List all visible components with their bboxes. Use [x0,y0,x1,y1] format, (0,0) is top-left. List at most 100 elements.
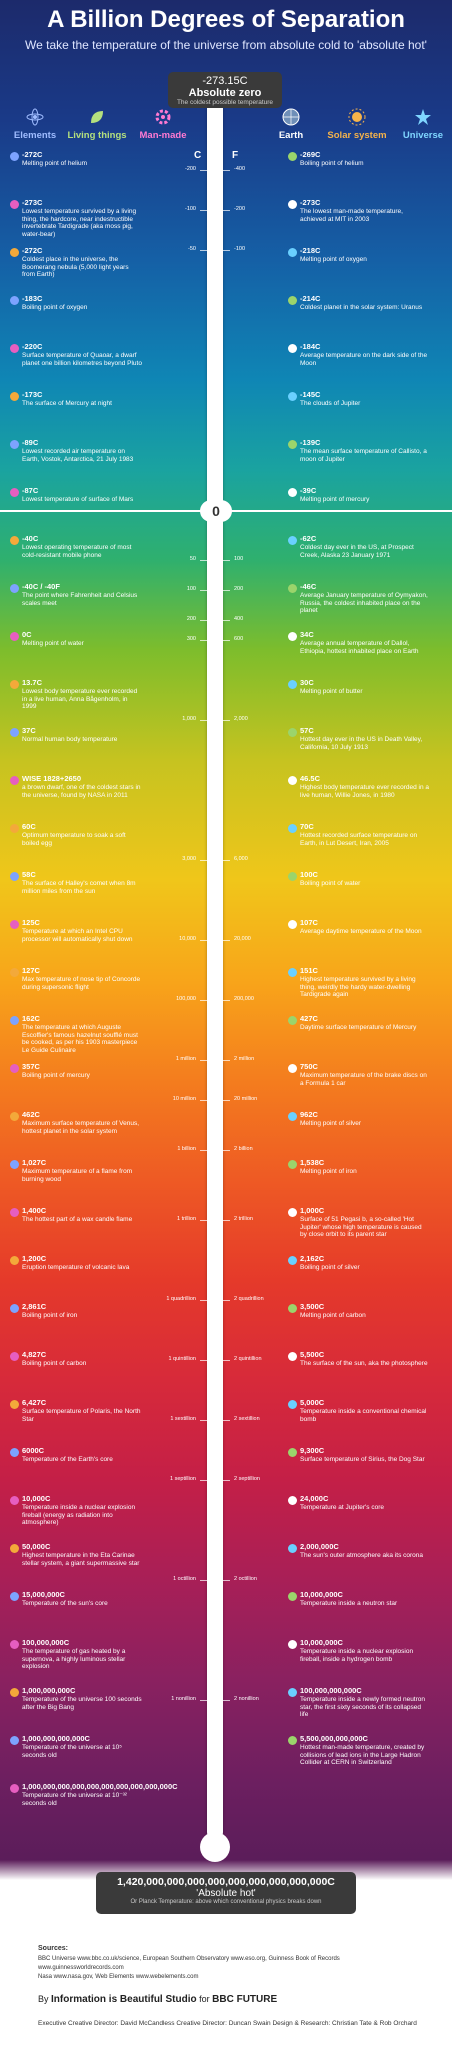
annotation-marker [288,200,297,209]
annotation-marker [10,392,19,401]
annotation-value: -272C [22,246,43,255]
annotation-value: 60C [22,822,36,831]
sun-icon [348,108,366,126]
annotation-value: 10,000C [22,1494,51,1503]
annotation-text: The lowest man-made temperature, achieve… [300,207,403,223]
annotation: 1,027C Maximum temperature of a flame fro… [22,1158,142,1183]
annotation-marker [288,1208,297,1217]
annotation-value: -139C [300,438,321,447]
annotation-text: Coldest place in the universe, the Boome… [22,255,129,279]
annotation-text: The surface of Mercury at night [22,399,112,407]
annotation-value: 462C [22,1110,40,1119]
annotation: 4,827C Boiling point of carbon [22,1350,142,1368]
annotation-marker [10,1544,19,1553]
annotation-marker [288,1352,297,1361]
annotation: 34C Average annual temperature of Dallol,… [300,630,430,655]
annotation: 5,500C The surface of the sun, aka the ph… [300,1350,430,1368]
annotation-marker [10,920,19,929]
celsius-tick-label: 1 octillion [173,1576,196,1582]
annotation-marker [288,1112,297,1121]
annotation-value: -214C [300,294,321,303]
annotation-marker [10,1160,19,1169]
annotation-marker [288,1064,297,1073]
annotation-text: The mean surface temperature of Callisto… [300,447,427,463]
annotation-marker [288,584,297,593]
annotation: 151C Highest temperature survived by a li… [300,966,430,999]
celsius-tick-label: 200 [186,616,196,622]
annotation-marker [10,776,19,785]
annotation-value: -87C [22,486,39,495]
celsius-tick-label: 10,000 [179,936,196,942]
celsius-tick-label: 3,000 [182,856,196,862]
annotation-marker [288,344,297,353]
annotation-text: Maximum temperature of the brake discs o… [300,1071,427,1087]
category-elements: Elements [0,108,70,141]
annotation: 357C Boiling point of mercury [22,1062,142,1080]
annotation: 5,500,000,000,000C Hottest man-made tempe… [300,1734,430,1767]
scale-tick [200,1360,230,1361]
annotation-marker [10,1112,19,1121]
annotation: 100C Boiling point of water [300,870,430,888]
annotation: 10,000,000C Temperature inside a neutron … [300,1590,430,1608]
annotation-marker [288,824,297,833]
annotation-marker [288,248,297,257]
annotation-value: -220C [22,342,43,351]
annotation: -184C Average temperature on the dark sid… [300,342,430,367]
scale-tick [200,590,230,591]
annotation-value: -46C [300,582,317,591]
page-subtitle: We take the temperature of the universe … [25,38,427,52]
annotation: 0C Melting point of water [22,630,142,648]
category-label: Earth [278,130,304,141]
annotation-marker [288,1160,297,1169]
annotation-text: The temperature at which Auguste Escoffi… [22,1023,138,1055]
annotation-value: 46.5C [300,774,321,783]
annotation-marker [10,152,19,161]
annotation-value: 1,000,000,000,000,000,000,000,000,000,00… [22,1782,178,1791]
annotation: 6,427C Surface temperature of Polaris, th… [22,1398,142,1423]
annotation: 427C Daytime surface temperature of Mercu… [300,1014,430,1032]
celsius-tick-label: 1 million [175,1056,196,1062]
annotation-marker [288,536,297,545]
annotation: 1,538C Melting point of iron [300,1158,430,1176]
scale-tick [200,170,230,171]
absolute-zero-note: The coldest possible temperature [176,99,274,106]
annotation-value: 162C [22,1014,40,1023]
annotation-marker [288,968,297,977]
fahrenheit-tick-label: -200 [234,206,246,212]
annotation-value: -173C [22,390,43,399]
fahrenheit-tick-label: 200,000 [234,996,254,1002]
annotation-text: Temperature of the sun's core [22,1599,108,1607]
annotation-value: 4,827C [22,1350,47,1359]
annotation-text: Temperature at which an Intel CPU proces… [22,927,133,943]
annotation-value: 10,000,000C [300,1590,343,1599]
annotation-value: 2,162C [300,1254,325,1263]
annotation: 24,000C Temperature at Jupiter's core [300,1494,430,1512]
annotation-value: 427C [300,1014,318,1023]
annotation: 1,000,000,000,000,000,000,000,000,000,00… [22,1782,178,1807]
annotation: 10,000C Temperature inside a nuclear expl… [22,1494,142,1527]
annotation-text: a brown dwarf, one of the coldest stars … [22,783,141,799]
celsius-tick-label: 1 quintillion [168,1356,196,1362]
annotation-text: Boiling point of carbon [22,1359,87,1367]
annotation-marker [10,1208,19,1217]
annotation-text: Lowest recorded air temperature on Earth… [22,447,134,463]
annotation-value: 151C [300,966,318,975]
annotation: -272C Coldest place in the universe, the … [22,246,142,279]
sources-line2: Nasa www.nasa.gov, Web Elements www.webe… [38,1973,199,1980]
annotation-text: The clouds of Jupiter [300,399,361,407]
credits: Executive Creative Director: David McCan… [38,2020,417,2027]
annotation: 1,000C Surface of 51 Pegasi b, a so-calle… [300,1206,430,1239]
thermometer-bulb [200,1832,230,1862]
annotation-text: Normal human body temperature [22,735,118,743]
annotation: 6000C Temperature of the Earth's core [22,1446,142,1464]
category-universe: Universe [388,108,452,141]
byline-for: for [199,1994,210,2004]
annotation: 70C Hottest recorded surface temperature … [300,822,430,847]
annotation-marker [10,1688,19,1697]
annotation-text: Eruption temperature of volcanic lava [22,1263,130,1271]
annotation: -89C Lowest recorded air temperature on E… [22,438,142,463]
category-label: Solar system [327,130,387,141]
zero-marker: 0 [200,500,232,522]
annotation-marker [10,488,19,497]
byline-partner: BBC FUTURE [212,1994,278,2005]
